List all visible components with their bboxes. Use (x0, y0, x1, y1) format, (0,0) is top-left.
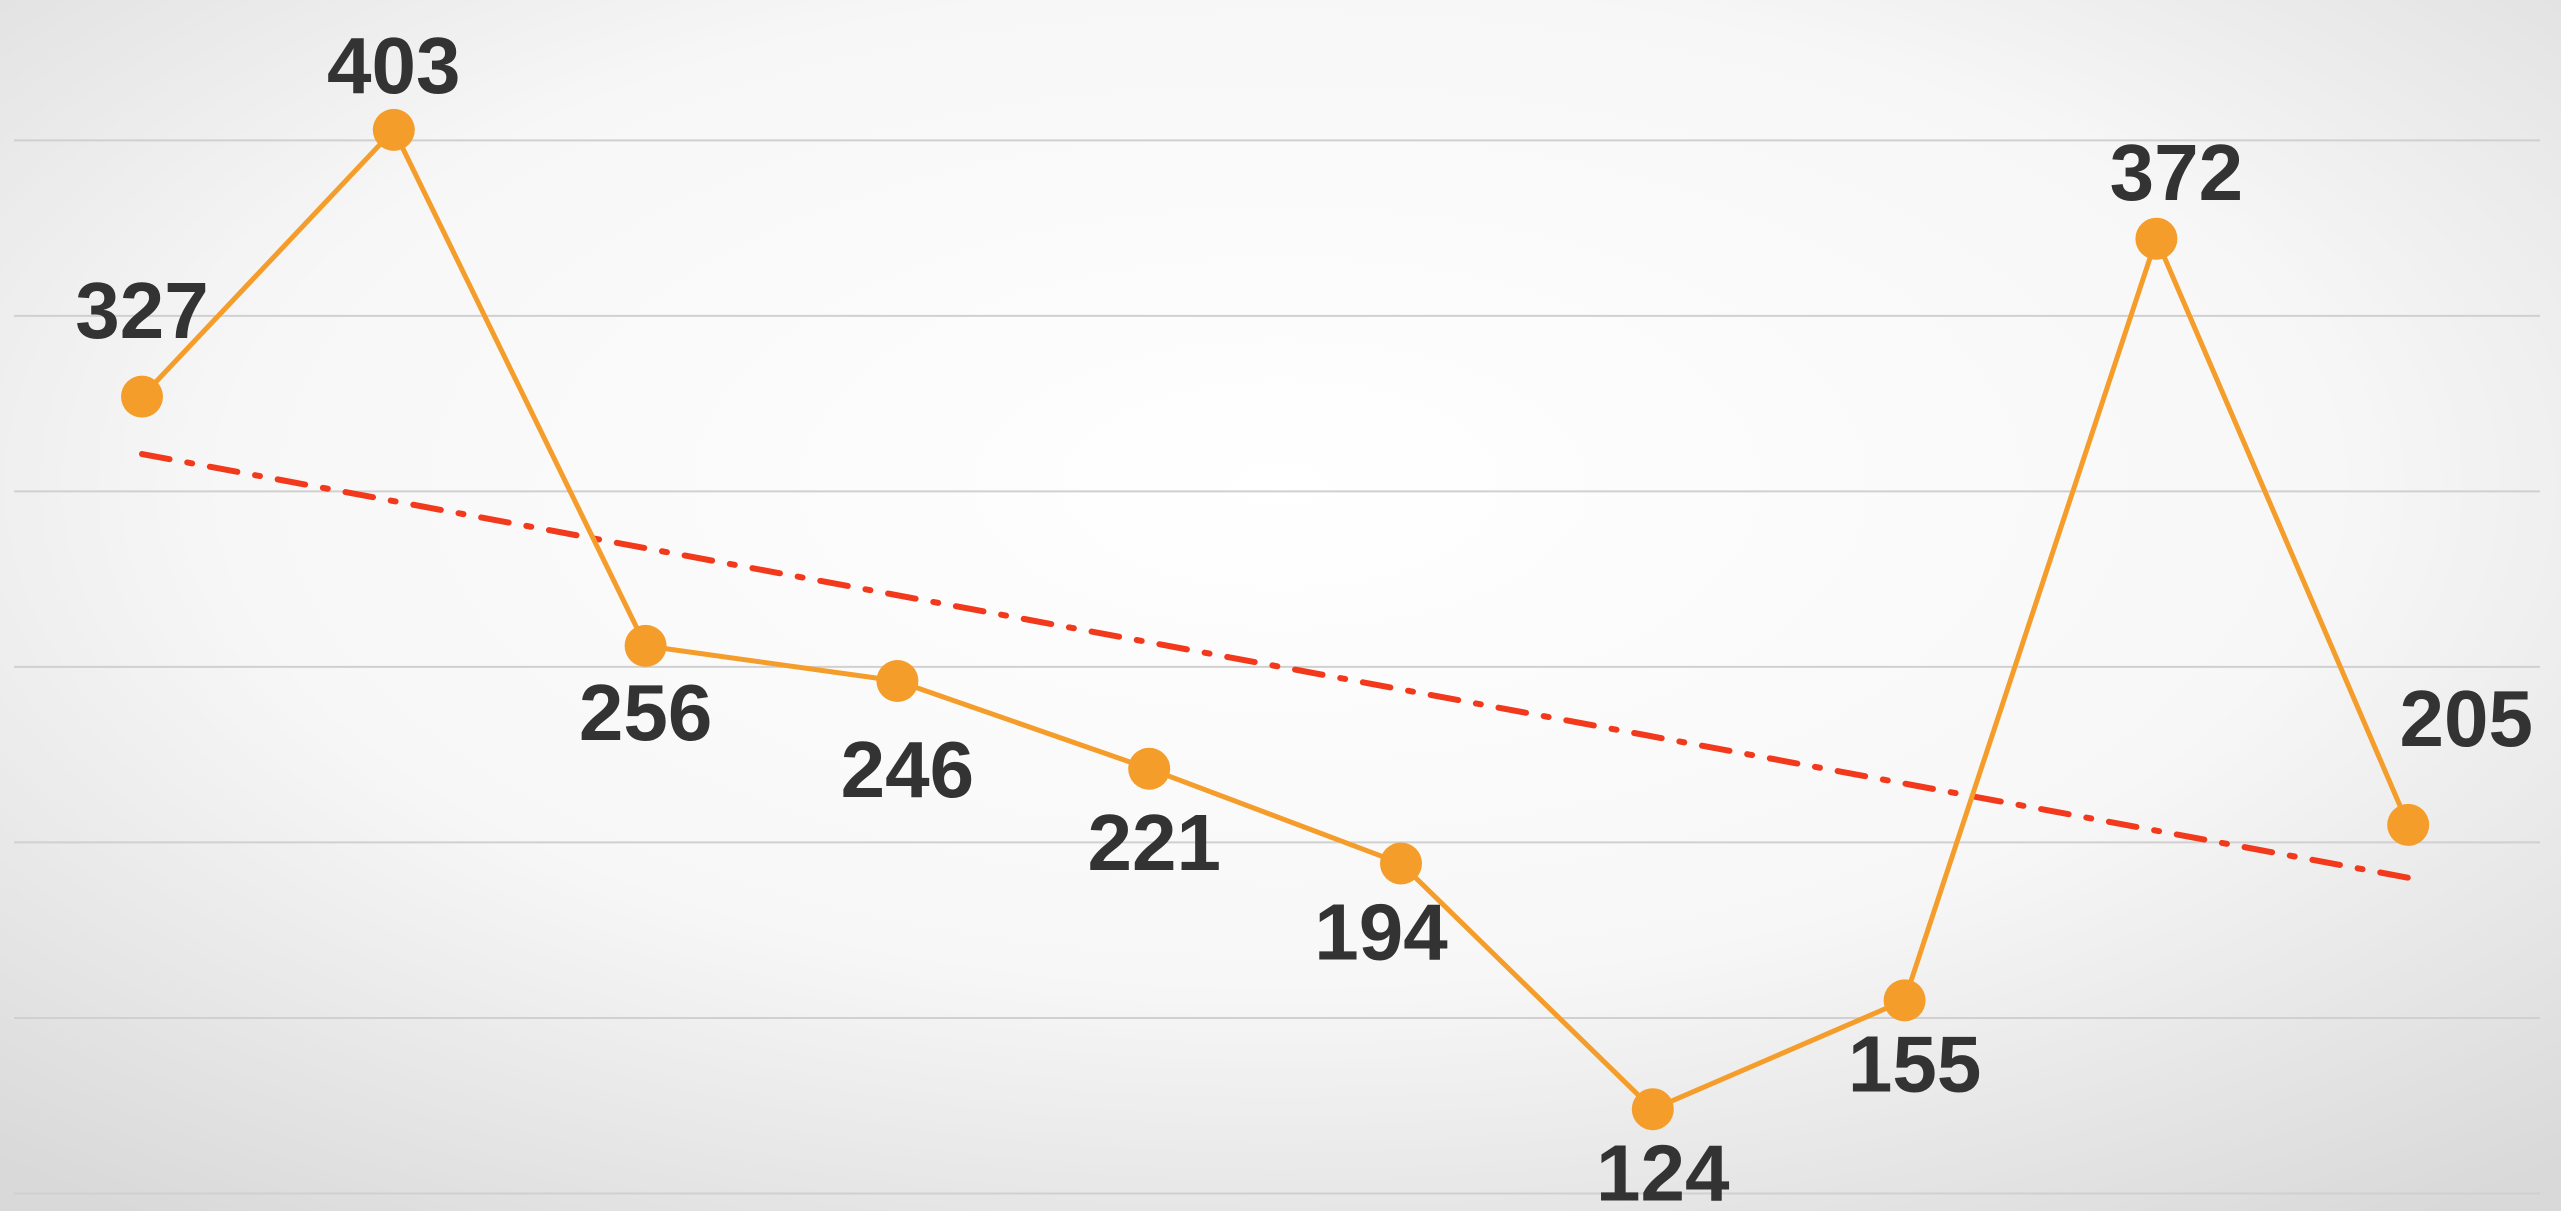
data-label: 155 (1848, 1020, 1981, 1109)
marker (1380, 842, 1422, 885)
marker (876, 659, 919, 702)
data-label: 124 (1596, 1128, 1730, 1211)
series-line (140, 127, 2411, 1112)
data-label: 327 (75, 266, 208, 355)
marker (1631, 1088, 1674, 1131)
marker (372, 108, 415, 151)
marker (2135, 217, 2178, 260)
marker (1883, 979, 1926, 1022)
data-label: 256 (579, 668, 712, 757)
marker (1128, 747, 1171, 790)
data-label: 194 (1314, 888, 1448, 977)
data-label: 205 (2399, 674, 2532, 763)
marker (121, 375, 163, 418)
marker (2387, 803, 2430, 846)
data-label: 403 (327, 21, 460, 110)
data-label: 372 (2110, 128, 2243, 217)
marker (624, 624, 667, 667)
trend-line (139, 451, 2412, 881)
data-label: 246 (841, 725, 974, 814)
data-label: 221 (1087, 798, 1220, 887)
